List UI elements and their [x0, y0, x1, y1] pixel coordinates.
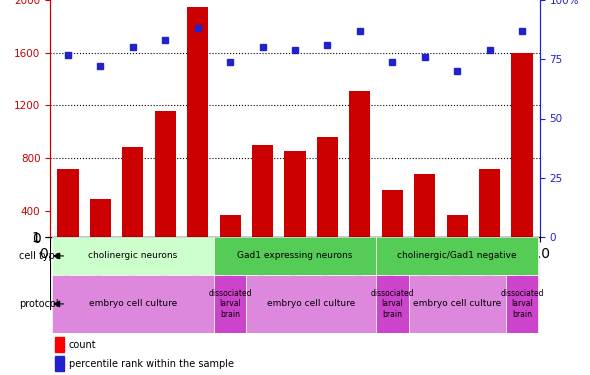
- Bar: [284, 152, 306, 263]
- Text: cell type: cell type: [19, 251, 61, 261]
- Bar: [55, 356, 64, 371]
- Text: GSM16956: GSM16956: [355, 241, 365, 286]
- Bar: [447, 214, 468, 263]
- Text: GSM16950: GSM16950: [485, 241, 494, 286]
- Bar: [90, 199, 111, 263]
- Text: GSM16949: GSM16949: [453, 241, 461, 286]
- Bar: [57, 168, 78, 263]
- Text: embryo cell culture: embryo cell culture: [413, 299, 502, 308]
- Text: Gad1 expressing neurons: Gad1 expressing neurons: [237, 251, 353, 260]
- Bar: [408, 275, 506, 333]
- Text: GSM16952: GSM16952: [258, 241, 267, 286]
- Bar: [187, 7, 208, 263]
- Text: GSM16955: GSM16955: [517, 241, 526, 286]
- Bar: [382, 190, 403, 263]
- Bar: [52, 275, 214, 333]
- Bar: [479, 168, 500, 263]
- Bar: [349, 91, 371, 263]
- Text: GSM16894: GSM16894: [420, 241, 429, 286]
- Text: dissociated
larval
brain: dissociated larval brain: [208, 289, 252, 319]
- Bar: [376, 275, 408, 333]
- Text: embryo cell culture: embryo cell culture: [88, 299, 177, 308]
- Text: percentile rank within the sample: percentile rank within the sample: [69, 358, 234, 369]
- Text: cholinergic/Gad1 negative: cholinergic/Gad1 negative: [397, 251, 517, 260]
- Text: GSM16951: GSM16951: [225, 241, 235, 286]
- Bar: [512, 53, 533, 263]
- Bar: [122, 147, 143, 263]
- Text: GSM16946: GSM16946: [129, 241, 137, 286]
- Text: GSM16953: GSM16953: [290, 241, 300, 286]
- Text: dissociated
larval
brain: dissociated larval brain: [371, 289, 414, 319]
- Text: GSM16945: GSM16945: [96, 241, 105, 286]
- Bar: [506, 275, 538, 333]
- Text: GSM16893: GSM16893: [388, 241, 397, 286]
- Bar: [219, 214, 241, 263]
- Bar: [214, 237, 376, 275]
- Text: count: count: [69, 340, 96, 350]
- Bar: [155, 111, 176, 263]
- Text: GSM16954: GSM16954: [323, 241, 332, 286]
- Text: dissociated
larval
brain: dissociated larval brain: [500, 289, 544, 319]
- Text: GSM16947: GSM16947: [161, 241, 170, 286]
- Text: protocol: protocol: [19, 299, 59, 309]
- Text: GSM16944: GSM16944: [64, 241, 73, 286]
- Bar: [376, 237, 538, 275]
- Bar: [317, 137, 338, 263]
- Bar: [252, 145, 273, 263]
- Bar: [52, 237, 214, 275]
- Text: embryo cell culture: embryo cell culture: [267, 299, 355, 308]
- Text: cholinergic neurons: cholinergic neurons: [88, 251, 178, 260]
- Bar: [247, 275, 376, 333]
- Bar: [214, 275, 247, 333]
- Text: GSM16948: GSM16948: [193, 241, 202, 286]
- Bar: [55, 337, 64, 352]
- Bar: [414, 174, 435, 263]
